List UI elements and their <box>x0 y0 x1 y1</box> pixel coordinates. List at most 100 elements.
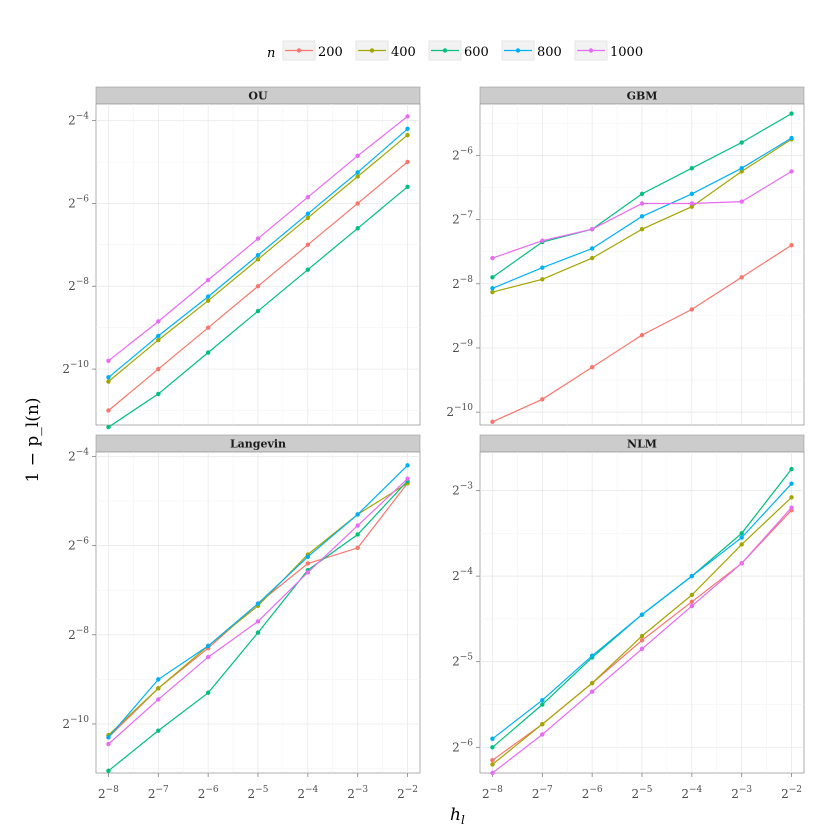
data-point <box>589 226 595 232</box>
y-tick-label: 2−4 <box>68 447 89 463</box>
data-point <box>639 226 645 232</box>
panel-gbm: GBM 2−10 2−9 2−8 2−7 2−6 <box>446 86 805 426</box>
legend-item-200: 200 <box>282 40 343 61</box>
data-point <box>490 255 495 261</box>
data-point <box>106 741 111 747</box>
x-tick-label: 2−7 <box>148 785 169 801</box>
legend-title: n <box>267 46 275 61</box>
data-point <box>405 126 410 132</box>
data-point <box>490 286 495 291</box>
data-point <box>305 561 311 566</box>
data-point <box>689 599 695 604</box>
data-point <box>490 745 495 750</box>
data-point <box>739 166 744 171</box>
data-point <box>540 397 545 402</box>
y-tick-label: 2−10 <box>446 403 473 419</box>
series-1000 <box>106 114 410 363</box>
data-point <box>789 169 794 174</box>
data-point <box>540 702 545 707</box>
x-tick-label: 2−6 <box>198 785 219 801</box>
y-tick-label: 2−6 <box>452 738 473 754</box>
data-point <box>589 689 595 694</box>
data-point <box>106 358 111 363</box>
data-point <box>156 366 161 372</box>
data-point <box>639 332 645 338</box>
data-point <box>156 677 161 682</box>
data-point <box>639 638 645 643</box>
y-tick-label: 2−9 <box>452 339 473 355</box>
data-point <box>255 619 261 624</box>
data-point <box>789 481 794 486</box>
legend-key-point <box>296 48 302 53</box>
y-tick-label: 2−8 <box>68 277 89 293</box>
data-point <box>490 289 495 295</box>
data-point <box>205 277 211 283</box>
x-tick-label: 2−4 <box>297 785 318 801</box>
data-point <box>255 630 261 635</box>
series-1000 <box>490 169 794 261</box>
x-tick-label: 2−2 <box>397 785 418 801</box>
data-point <box>589 365 595 370</box>
data-point <box>789 243 794 248</box>
series-400 <box>490 495 794 767</box>
series-400 <box>106 132 410 384</box>
panel-title: Langevin <box>230 438 286 451</box>
data-point <box>490 736 495 741</box>
legend-label: 1000 <box>610 45 643 60</box>
series-1000 <box>106 476 410 747</box>
data-point <box>205 654 211 660</box>
legend-key-point <box>588 48 594 53</box>
legend-label: 200 <box>318 45 343 60</box>
y-tick-label: 2−10 <box>62 715 89 731</box>
x-tick-label: 2−3 <box>731 785 752 801</box>
series-600 <box>106 478 410 773</box>
data-point <box>540 722 545 727</box>
data-point <box>689 603 695 609</box>
panel-ou: OU 2−10 2−8 2−6 2−4 <box>62 86 421 430</box>
x-tick-label: 2−2 <box>781 785 802 801</box>
data-point <box>490 419 495 424</box>
x-tick-label: 2−5 <box>632 785 653 801</box>
data-point <box>355 545 360 551</box>
data-point <box>540 238 545 243</box>
legend: n 200 400 600 800 1000 <box>267 40 643 61</box>
data-point <box>739 535 744 540</box>
y-tick-label: 2−5 <box>452 653 473 669</box>
data-point <box>689 573 695 579</box>
data-point <box>639 201 645 206</box>
x-tick-label: 2−8 <box>98 785 119 801</box>
y-tick-label: 2−6 <box>68 537 89 553</box>
data-point <box>689 204 695 209</box>
data-point <box>589 246 595 251</box>
data-point <box>639 214 645 219</box>
data-point <box>106 379 111 384</box>
panel-title: OU <box>248 90 268 103</box>
legend-key-point <box>515 48 521 53</box>
data-point <box>205 643 211 649</box>
data-point <box>205 325 211 330</box>
data-point <box>589 653 595 658</box>
data-point <box>490 275 495 280</box>
x-tick-label: 2−4 <box>681 785 702 801</box>
data-point <box>355 174 360 179</box>
legend-item-800: 800 <box>501 40 562 61</box>
data-point <box>305 554 311 559</box>
data-point <box>205 298 211 303</box>
y-tick-label: 2−4 <box>452 567 473 583</box>
data-point <box>205 350 211 355</box>
data-point <box>789 495 794 500</box>
data-point <box>789 466 794 472</box>
data-point <box>106 735 111 740</box>
data-point <box>355 153 360 158</box>
data-point <box>156 333 161 339</box>
data-point <box>689 166 695 171</box>
data-point <box>589 255 595 261</box>
data-point <box>305 215 311 221</box>
x-tick-label: 2−7 <box>532 785 553 801</box>
y-axis-title: 1 − p_l(n) <box>23 398 43 483</box>
series-800 <box>106 126 410 380</box>
data-point <box>355 512 360 517</box>
data-point <box>355 523 360 528</box>
legend-key-point <box>369 48 375 53</box>
